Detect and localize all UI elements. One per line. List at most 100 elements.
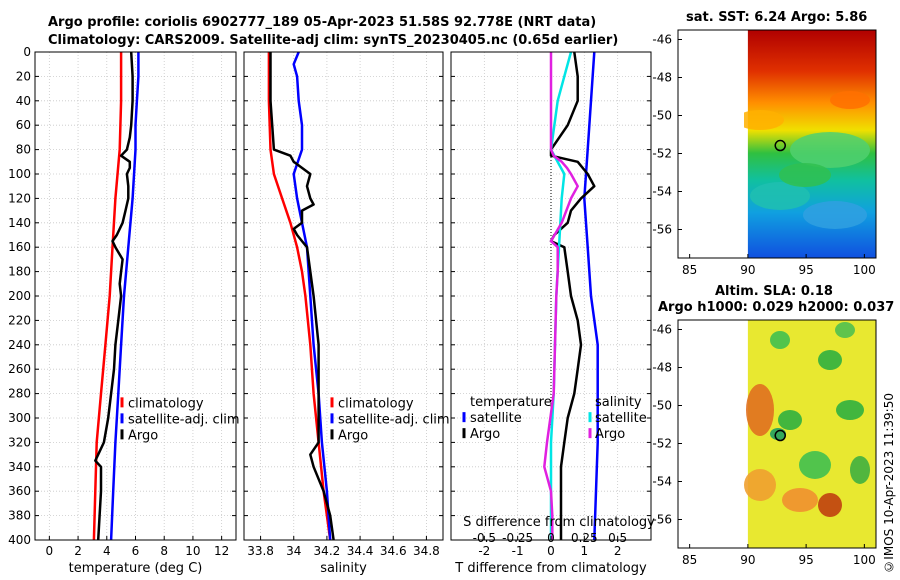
series-argo xyxy=(269,52,335,541)
x-tick-label: 34.4 xyxy=(347,544,374,558)
series-salinity-argo xyxy=(543,52,579,540)
y-tick-label: 260 xyxy=(8,362,31,376)
legend-label-salinity-satellite: satellite xyxy=(595,411,647,426)
map-y-tick-label: -54 xyxy=(652,475,672,489)
panel-difference: -2 -1 0 1 2 T difference from climatology temp… xyxy=(450,51,655,576)
y-tick-label: 160 xyxy=(8,240,31,254)
panel-salinity: 33.8 34 34.2 34.4 34.6 34.8 salinity climatolog… xyxy=(243,51,450,576)
top-tick-label: -0.25 xyxy=(502,531,533,545)
y-tick-label: 20 xyxy=(16,69,31,83)
sla-patch xyxy=(778,410,802,430)
x-tick-label: 0 xyxy=(547,544,555,558)
series-salinity-satellite xyxy=(549,51,573,540)
map-frame xyxy=(677,319,877,549)
y-tick-label: 240 xyxy=(8,338,31,352)
sla-field xyxy=(747,320,876,548)
legend-label-salinity-argo: Argo xyxy=(595,427,625,442)
legend-heading-salinity: salinity xyxy=(595,395,642,410)
series-climatology xyxy=(267,52,332,541)
top-tick-label: 0 xyxy=(547,531,555,545)
map-x-tick-label: 95 xyxy=(798,553,813,567)
y-tick-label: 140 xyxy=(8,216,31,230)
map-sst: 85 90 95 100 -46 -48 -50 -52 -54 -56 xyxy=(652,29,877,277)
sla-patch xyxy=(746,384,774,436)
x-axis-label: salinity xyxy=(320,561,367,576)
map-y-tick-label: -48 xyxy=(652,71,672,85)
y-tick-label: 60 xyxy=(16,118,31,132)
series-argo xyxy=(94,51,134,541)
top-axis-label: S difference from climatology xyxy=(463,515,655,530)
legend-label-satellite-adj-clim: satellite-adj. clim xyxy=(128,412,240,427)
y-tick-label: 280 xyxy=(8,387,31,401)
map-y-tick-label: -54 xyxy=(652,185,672,199)
imos-timestamp: ©IMOS 10-Apr-2023 11:39:50 xyxy=(882,393,896,574)
x-tick-label: 4 xyxy=(103,544,111,558)
map-y-tick-label: -46 xyxy=(652,33,672,47)
y-tick-label: 340 xyxy=(8,460,31,474)
y-tick-label: 100 xyxy=(8,167,31,181)
y-tick-label: 40 xyxy=(16,94,31,108)
title-line-2: Climatology: CARS2009. Satellite-adj cli… xyxy=(48,33,619,48)
map-y-tick-label: -52 xyxy=(652,437,672,451)
x-tick-label: 2 xyxy=(74,544,82,558)
x-tick-label: 0 xyxy=(46,544,54,558)
sst-patch xyxy=(750,182,810,210)
sst-patch xyxy=(744,110,784,130)
map-y-tick-label: -52 xyxy=(652,147,672,161)
sla-patch xyxy=(770,331,790,349)
legend-label-argo: Argo xyxy=(338,428,368,443)
x-axis-label: T difference from climatology xyxy=(454,561,647,576)
y-tick-label: 360 xyxy=(8,484,31,498)
x-tick-label: 33.8 xyxy=(247,544,274,558)
sst-patch xyxy=(790,132,870,168)
x-tick-label: 12 xyxy=(214,544,229,558)
map-frame xyxy=(677,29,877,259)
legend-heading-temperature: temperature xyxy=(470,395,552,410)
x-tick-label: 34.8 xyxy=(413,544,440,558)
y-tick-label: 400 xyxy=(8,533,31,547)
legend-label-temperature-satellite: satellite xyxy=(470,411,522,426)
map-y-tick-label: -50 xyxy=(652,399,672,413)
legend-label-temperature-argo: Argo xyxy=(470,427,500,442)
series-temperature-satellite xyxy=(583,51,599,541)
x-tick-label: 34.6 xyxy=(380,544,407,558)
x-tick-label: 34 xyxy=(286,544,301,558)
panel-temperature: 0204060801001201401601802002202402602803… xyxy=(8,45,240,576)
x-tick-label: 1 xyxy=(581,544,589,558)
sla-patch xyxy=(835,322,855,338)
sla-patch xyxy=(744,469,776,501)
x-tick-label: 10 xyxy=(185,544,200,558)
map-y-tick-label: -50 xyxy=(652,109,672,123)
x-tick-label: -2 xyxy=(478,544,490,558)
sla-patch xyxy=(782,488,818,512)
y-tick-label: 220 xyxy=(8,313,31,327)
sla-map-title-2: Argo h1000: 0.029 h2000: 0.037 xyxy=(658,300,895,315)
top-tick-label: 0.5 xyxy=(608,531,627,545)
map-x-tick-label: 90 xyxy=(740,263,755,277)
sla-map-title-1: Altim. SLA: 0.18 xyxy=(715,284,833,299)
map-x-tick-label: 95 xyxy=(798,263,813,277)
y-tick-label: 0 xyxy=(23,45,31,59)
legend-label-climatology: climatology xyxy=(338,396,414,411)
map-y-tick-label: -56 xyxy=(652,223,672,237)
legend-label-climatology: climatology xyxy=(128,396,204,411)
sst-patch xyxy=(779,163,831,187)
sla-patch xyxy=(799,451,831,479)
map-y-tick-label: -48 xyxy=(652,361,672,375)
series-satellite-adj-clim xyxy=(109,52,140,541)
map-x-tick-label: 85 xyxy=(682,263,697,277)
sst-patch xyxy=(803,201,867,229)
sst-map-title: sat. SST: 6.24 Argo: 5.86 xyxy=(686,10,868,25)
x-axis-label: temperature (deg C) xyxy=(69,561,203,576)
x-tick-label: 8 xyxy=(160,544,168,558)
y-tick-label: 380 xyxy=(8,509,31,523)
legend-label-satellite-adj-clim: satellite-adj. clim xyxy=(338,412,450,427)
sla-patch xyxy=(818,493,842,517)
map-y-tick-label: -56 xyxy=(652,513,672,527)
map-x-tick-label: 100 xyxy=(853,553,876,567)
x-tick-label: 34.2 xyxy=(314,544,341,558)
argo-float-marker xyxy=(774,139,786,152)
top-tick-label: -0.5 xyxy=(473,531,496,545)
sla-patch xyxy=(818,350,842,370)
